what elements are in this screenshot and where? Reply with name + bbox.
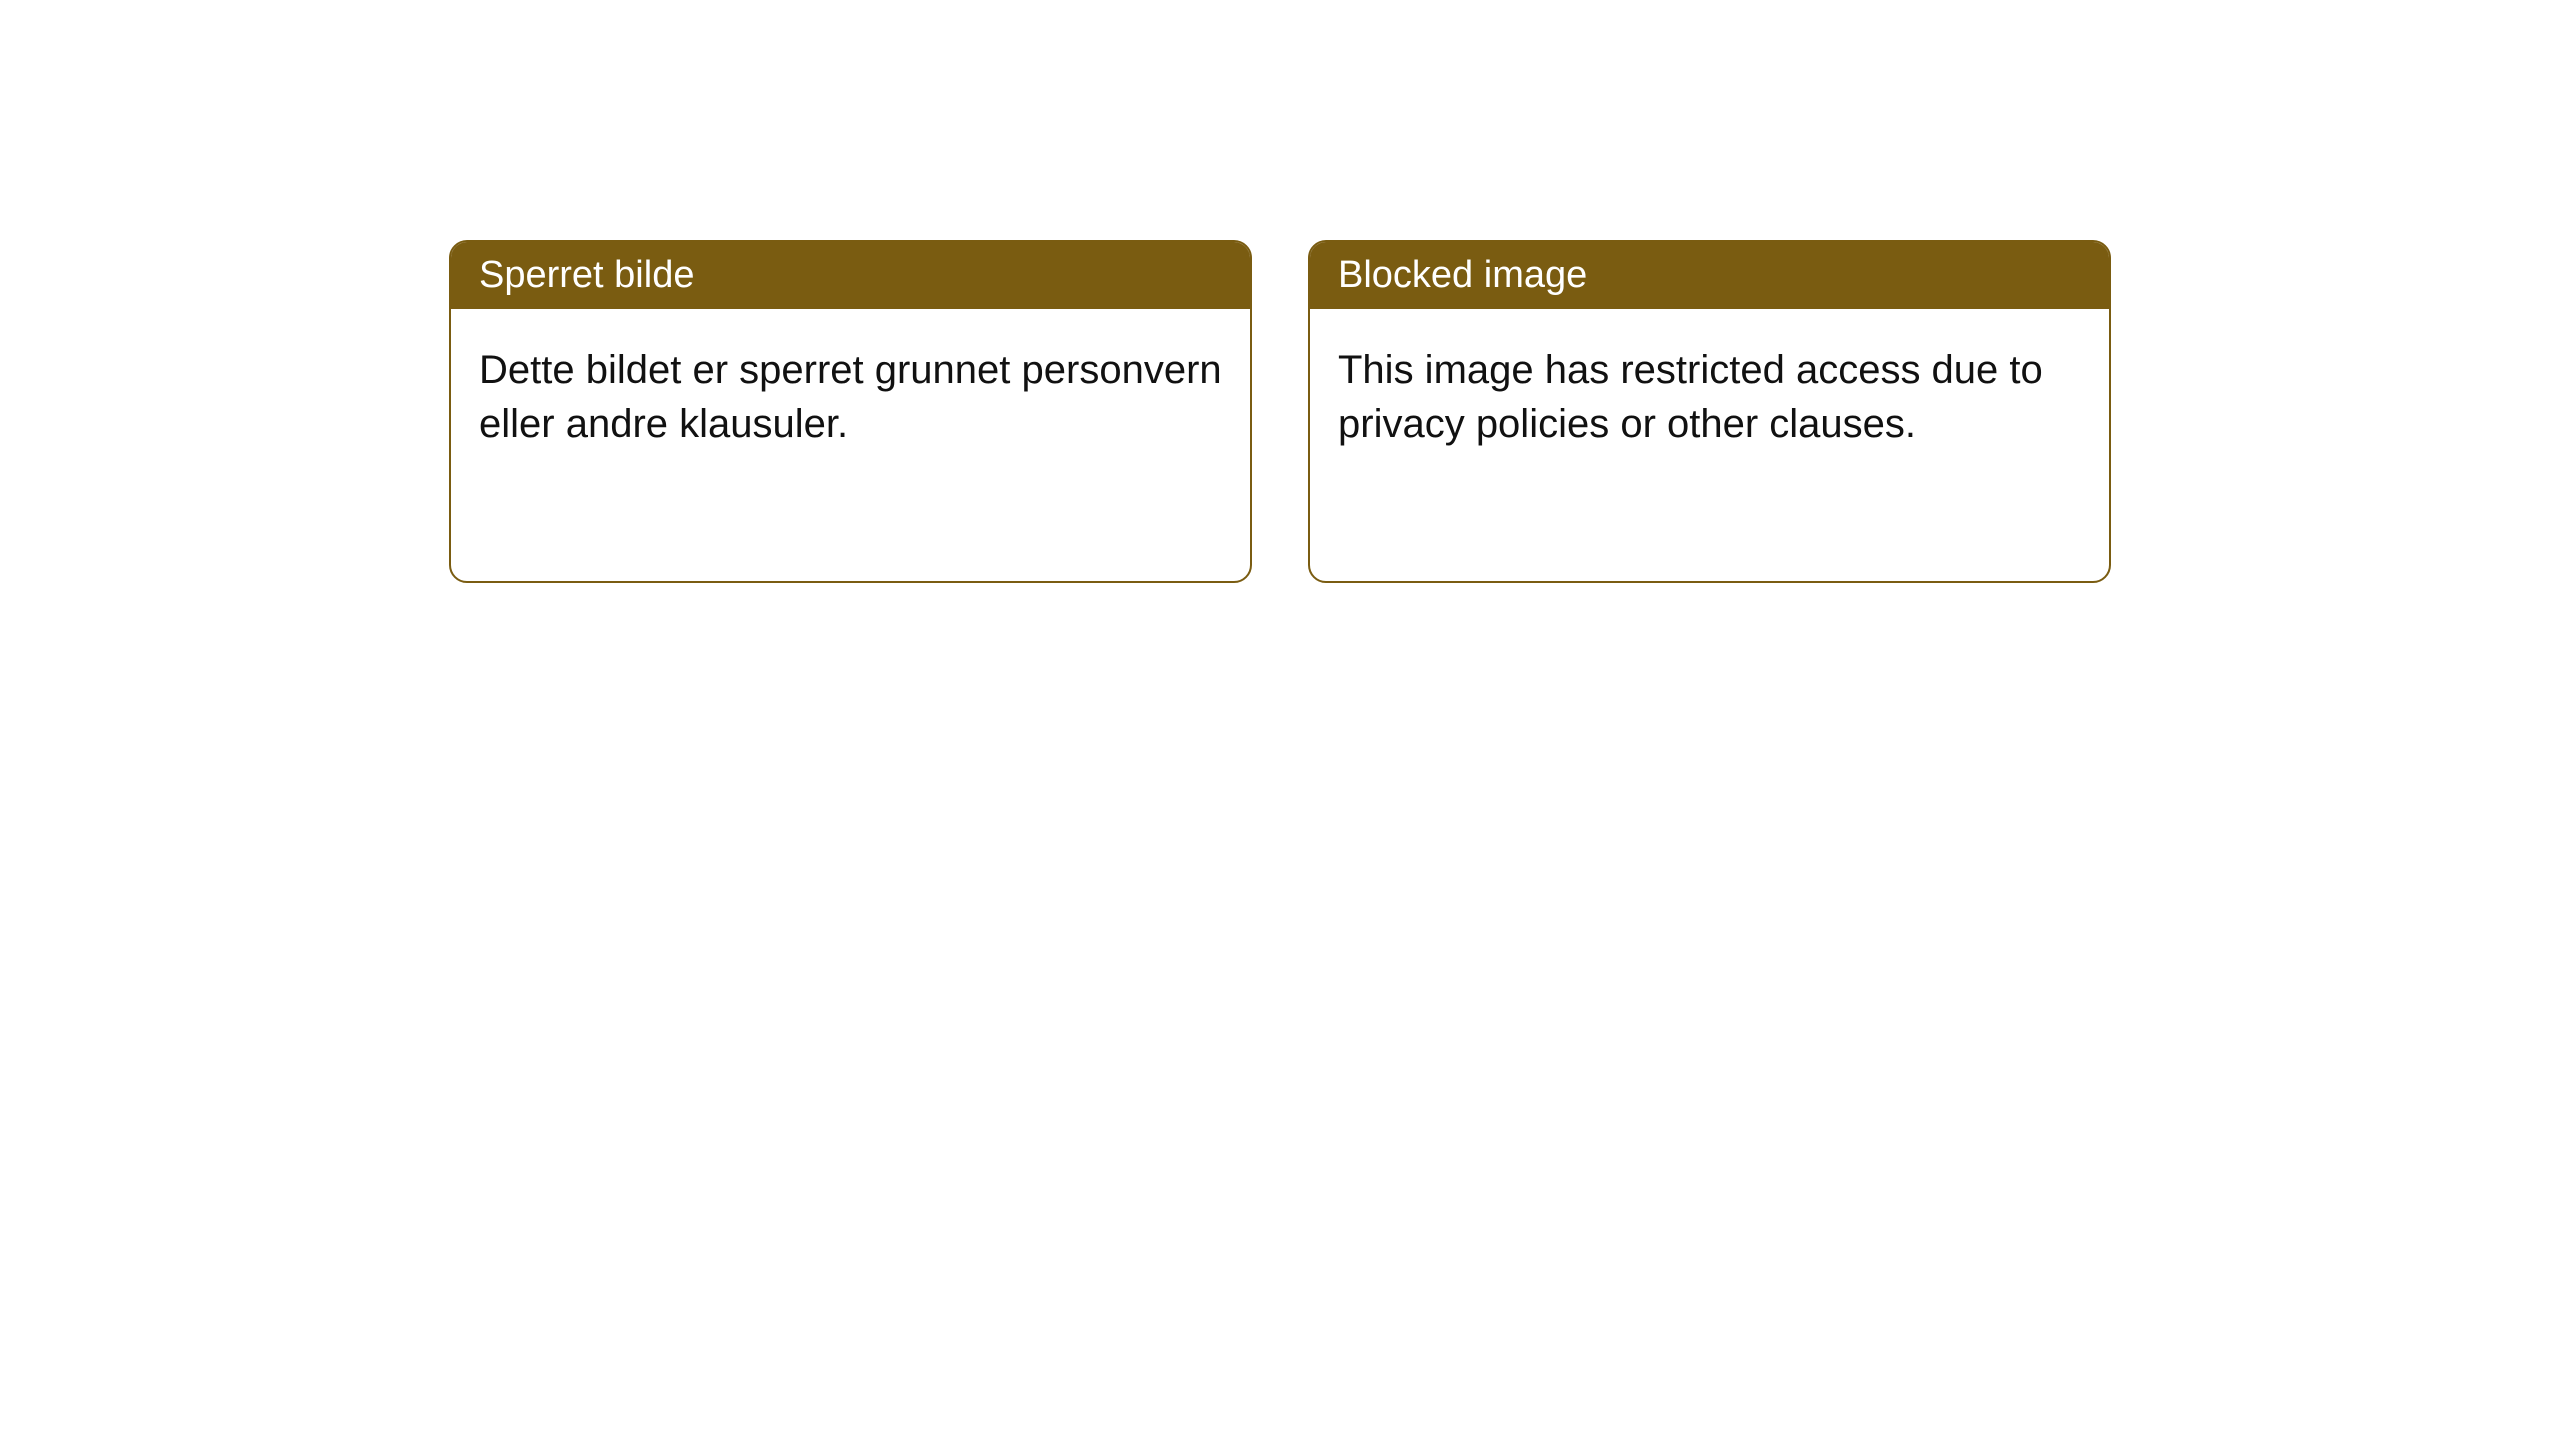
card-title: Blocked image xyxy=(1338,254,1587,296)
card-body: This image has restricted access due to … xyxy=(1310,309,2109,581)
card-header: Sperret bilde xyxy=(451,242,1250,309)
card-body-text: Dette bildet er sperret grunnet personve… xyxy=(479,348,1222,446)
card-norwegian: Sperret bilde Dette bildet er sperret gr… xyxy=(449,240,1252,583)
card-english: Blocked image This image has restricted … xyxy=(1308,240,2111,583)
cards-container: Sperret bilde Dette bildet er sperret gr… xyxy=(449,240,2111,583)
card-title: Sperret bilde xyxy=(479,254,694,296)
card-body: Dette bildet er sperret grunnet personve… xyxy=(451,309,1250,581)
card-header: Blocked image xyxy=(1310,242,2109,309)
card-body-text: This image has restricted access due to … xyxy=(1338,348,2043,446)
